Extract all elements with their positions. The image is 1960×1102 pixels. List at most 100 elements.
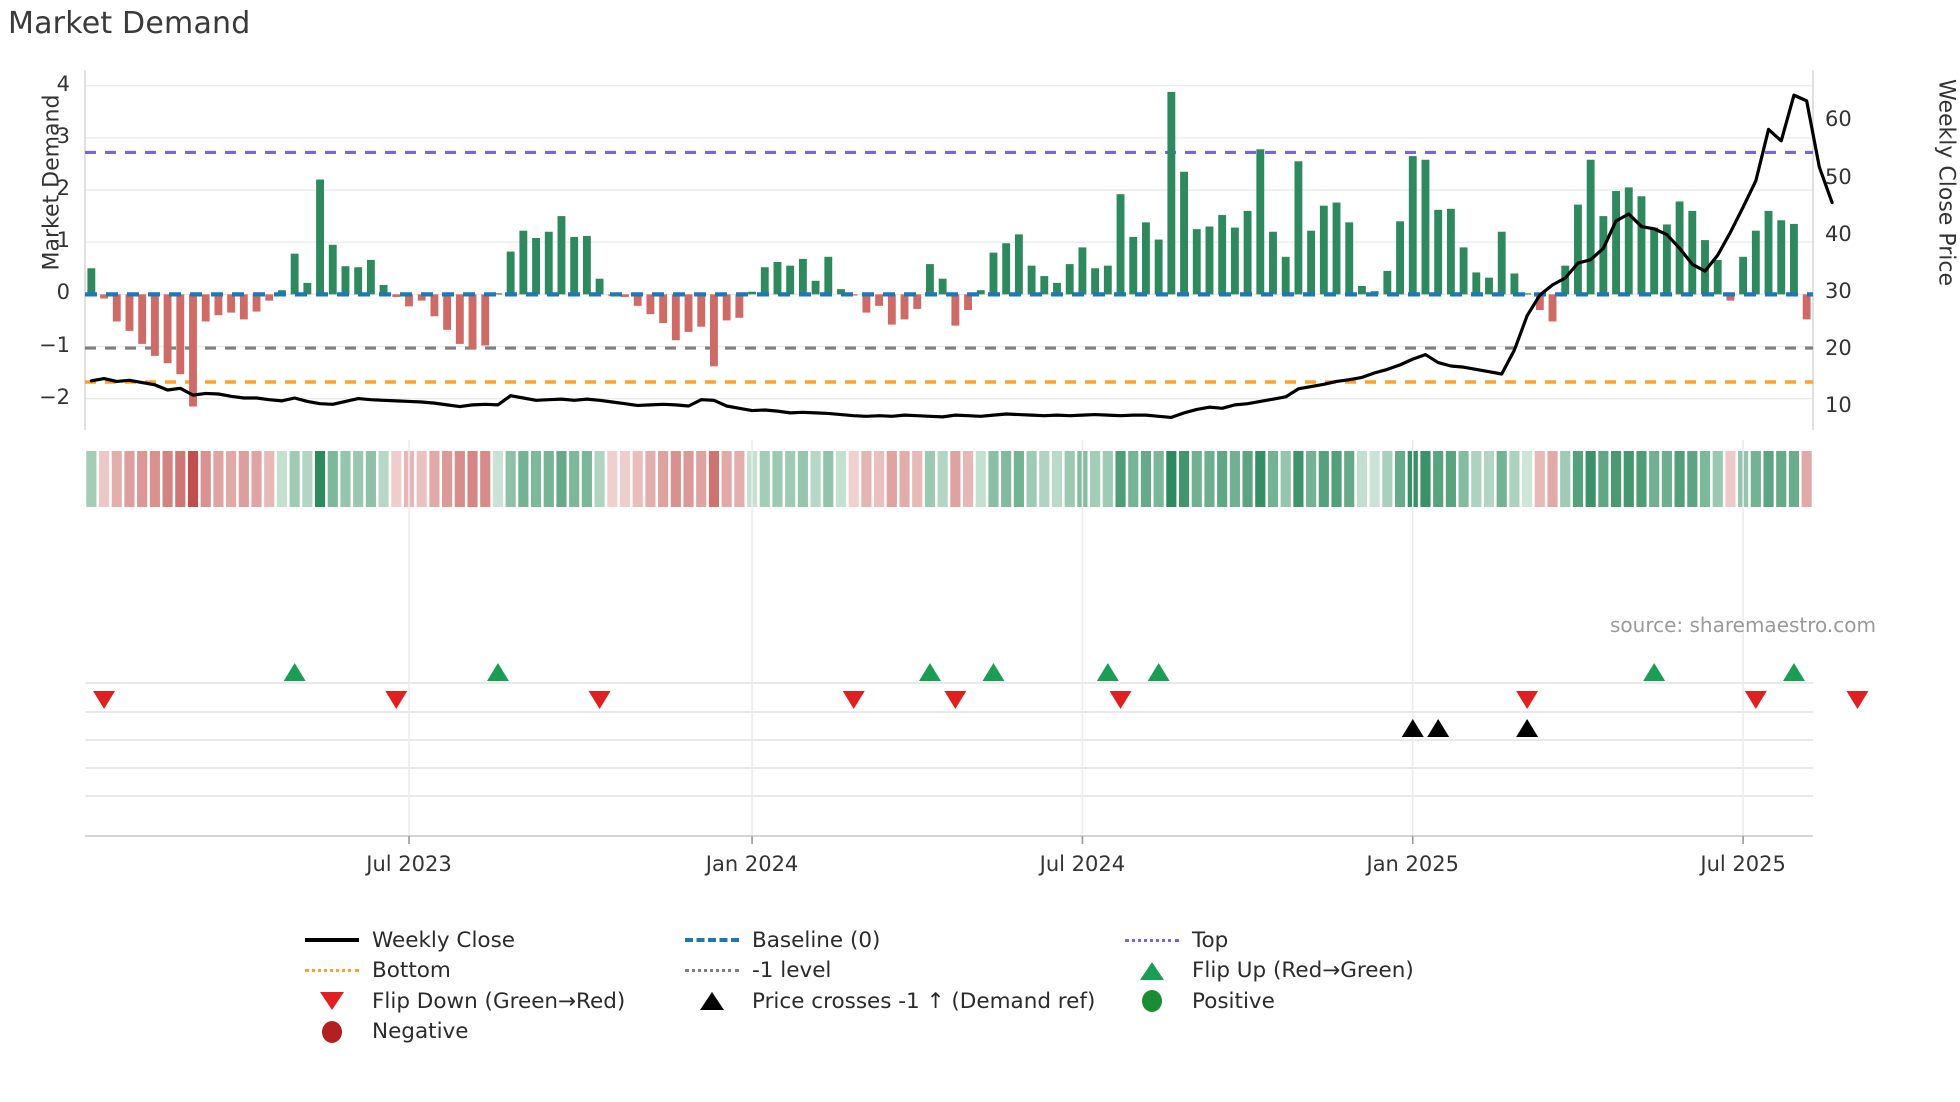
legend-item[interactable]: Negative xyxy=(300,1017,680,1048)
heatmap-cell xyxy=(1242,451,1253,507)
x-tick: Jul 2023 xyxy=(366,852,452,876)
demand-bar xyxy=(1078,247,1087,295)
line-dotted-purple-icon xyxy=(1120,927,1184,953)
flip-down-marker xyxy=(385,691,408,709)
demand-bar xyxy=(265,294,274,301)
demand-bar xyxy=(201,294,210,322)
demand-bar xyxy=(303,282,312,295)
demand-bar xyxy=(964,294,972,310)
chart-legend: Weekly Close Baseline (0) Top Bottom -1 leve… xyxy=(300,925,1700,1047)
demand-bar xyxy=(1319,205,1328,295)
heatmap-cell xyxy=(569,451,580,507)
heatmap-cell xyxy=(696,451,707,507)
heatmap-cell xyxy=(1115,451,1126,507)
heatmap-cell xyxy=(378,451,389,507)
price-cross-marker xyxy=(1401,719,1424,737)
demand-bar xyxy=(138,294,147,344)
demand-heatmap-strip xyxy=(86,451,1812,507)
heatmap-cell xyxy=(276,451,288,507)
heatmap-cell xyxy=(924,451,936,507)
demand-bar xyxy=(570,236,579,295)
heatmap-cell xyxy=(1483,451,1495,507)
heatmap-cell xyxy=(886,451,897,507)
heatmap-cell xyxy=(899,451,910,507)
legend-item[interactable]: Price crosses -1 ↑ (Demand ref) xyxy=(680,986,1120,1017)
demand-bar xyxy=(1497,231,1506,295)
demand-bar xyxy=(163,294,172,364)
legend-item[interactable]: Baseline (0) xyxy=(680,925,1120,956)
demand-bar xyxy=(468,294,477,350)
heatmap-cell xyxy=(1725,451,1736,507)
heatmap-cell xyxy=(1610,451,1622,507)
demand-bar xyxy=(1408,156,1417,295)
demand-bar xyxy=(951,294,960,326)
demand-bar xyxy=(417,294,426,301)
legend-item[interactable]: Positive xyxy=(1120,986,1560,1017)
heatmap-cell xyxy=(1318,451,1329,507)
heatmap-cell xyxy=(327,451,338,507)
legend-row: Bottom -1 level Flip Up (Red→Green) xyxy=(300,956,1700,987)
demand-bar xyxy=(913,294,922,309)
demand-bar xyxy=(1612,191,1620,295)
demand-bar xyxy=(1586,159,1595,295)
legend-label: Top xyxy=(1192,927,1229,953)
heatmap-cell xyxy=(937,451,948,507)
flip-down-marker xyxy=(1109,691,1132,709)
legend-item[interactable]: Flip Up (Red→Green) xyxy=(1120,956,1560,987)
heatmap-cell xyxy=(1331,451,1342,507)
demand-bar xyxy=(1624,187,1633,295)
demand-bar xyxy=(519,230,528,295)
demand-bar xyxy=(1802,294,1811,320)
legend-item[interactable]: Bottom xyxy=(300,956,680,987)
legend-label: Flip Down (Green→Red) xyxy=(372,988,626,1014)
heatmap-cell xyxy=(391,451,402,507)
heatmap-cell xyxy=(467,451,478,507)
heatmap-cell xyxy=(1458,451,1469,507)
demand-bar xyxy=(926,264,934,295)
heatmap-cell xyxy=(137,451,148,507)
heatmap-cell xyxy=(505,451,516,507)
legend-item[interactable]: Top xyxy=(1120,925,1560,956)
legend-row: Negative xyxy=(300,1017,1700,1048)
heatmap-cell xyxy=(1445,451,1456,507)
demand-bar xyxy=(1662,224,1671,295)
demand-bar xyxy=(1192,229,1201,295)
legend-label: Baseline (0) xyxy=(752,927,881,953)
price-cross-marker xyxy=(1427,719,1450,737)
heatmap-cell xyxy=(1166,451,1177,507)
demand-bar xyxy=(1103,265,1112,295)
heatmap-cell xyxy=(708,451,720,507)
legend-item[interactable]: Weekly Close xyxy=(300,925,680,956)
demand-bar xyxy=(354,267,363,295)
y-tick-left: 1 xyxy=(56,228,70,253)
flip-down-marker xyxy=(588,691,611,709)
demand-bar xyxy=(798,258,807,295)
line-dotted-grey-icon xyxy=(680,958,744,984)
demand-bar xyxy=(1243,210,1252,295)
heatmap-cell xyxy=(1471,451,1482,507)
y-tick-right: 30 xyxy=(1825,278,1852,303)
demand-bar xyxy=(1599,216,1608,295)
flip-up-marker xyxy=(1096,663,1119,681)
legend-item-empty xyxy=(680,1017,1120,1048)
heatmap-cell xyxy=(975,451,986,507)
heatmap-cell xyxy=(1064,451,1075,507)
legend-item[interactable]: -1 level xyxy=(680,956,1120,987)
legend-item[interactable]: Flip Down (Green→Red) xyxy=(300,986,680,1017)
demand-bar xyxy=(1332,202,1341,295)
demand-bar xyxy=(1637,196,1646,295)
heatmap-cell xyxy=(289,451,300,507)
heatmap-cell xyxy=(1750,451,1761,507)
heatmap-cell xyxy=(416,451,427,507)
heatmap-cell xyxy=(1102,451,1113,507)
heatmap-cell xyxy=(162,451,173,507)
demand-bar xyxy=(989,252,998,295)
demand-bar xyxy=(443,294,452,330)
dot-red-icon xyxy=(300,1019,364,1045)
demand-bar xyxy=(633,294,642,306)
demand-bar xyxy=(252,294,261,312)
demand-bar xyxy=(1523,293,1532,295)
demand-bar xyxy=(1040,276,1049,295)
grid-lines xyxy=(85,84,1813,400)
